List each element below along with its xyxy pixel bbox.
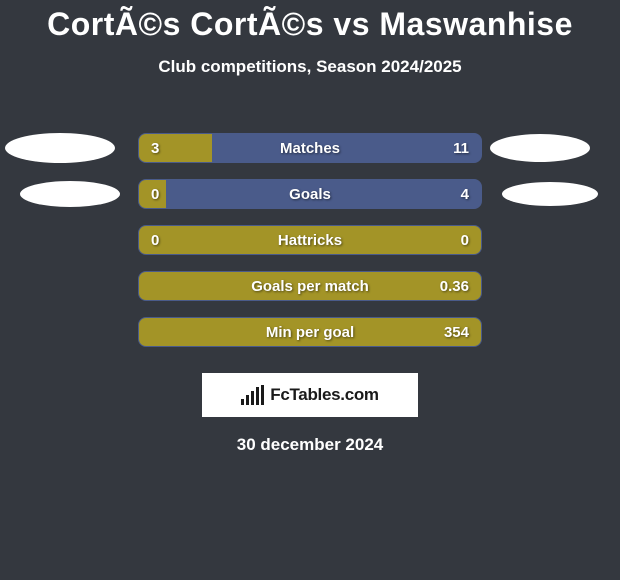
- stat-bar: 354Min per goal: [138, 317, 482, 347]
- stat-value-right: 11: [453, 134, 469, 162]
- stat-value-left: 0: [151, 180, 159, 208]
- stat-fill-left: [139, 134, 212, 162]
- stat-value-left: 0: [151, 226, 159, 254]
- stat-value-left: 3: [151, 134, 159, 162]
- stat-label: Goals: [139, 180, 481, 208]
- branding-badge: FcTables.com: [202, 373, 418, 417]
- stat-row: 354Min per goal: [0, 309, 620, 355]
- page-subtitle: Club competitions, Season 2024/2025: [0, 57, 620, 77]
- stats-container: 311Matches04Goals00Hattricks0.36Goals pe…: [0, 125, 620, 355]
- side-oval: [20, 181, 120, 207]
- stat-bar: 00Hattricks: [138, 225, 482, 255]
- stat-fill-left: [139, 272, 481, 300]
- page-title: CortÃ©s CortÃ©s vs Maswanhise: [0, 0, 620, 43]
- side-oval: [502, 182, 598, 206]
- date-label: 30 december 2024: [0, 435, 620, 455]
- stat-row: 0 4Goals: [0, 171, 620, 217]
- stat-row: 0.36Goals per match: [0, 263, 620, 309]
- stat-bar: 311Matches: [138, 133, 482, 163]
- side-oval: [5, 133, 115, 163]
- branding-chart-icon: [241, 385, 264, 405]
- stat-value-right: 0.36: [440, 272, 469, 300]
- stat-value-right: 354: [444, 318, 469, 346]
- stat-row: 311Matches: [0, 125, 620, 171]
- stat-fill-left: [139, 318, 481, 346]
- side-oval: [490, 134, 590, 162]
- stat-bar: 0.36Goals per match: [138, 271, 482, 301]
- stat-value-right: 0: [461, 226, 469, 254]
- stat-bar: 0 4Goals: [138, 179, 482, 209]
- stat-fill-left: [139, 226, 481, 254]
- branding-text: FcTables.com: [270, 385, 379, 405]
- stat-value-right: 4: [461, 180, 469, 208]
- stat-row: 00Hattricks: [0, 217, 620, 263]
